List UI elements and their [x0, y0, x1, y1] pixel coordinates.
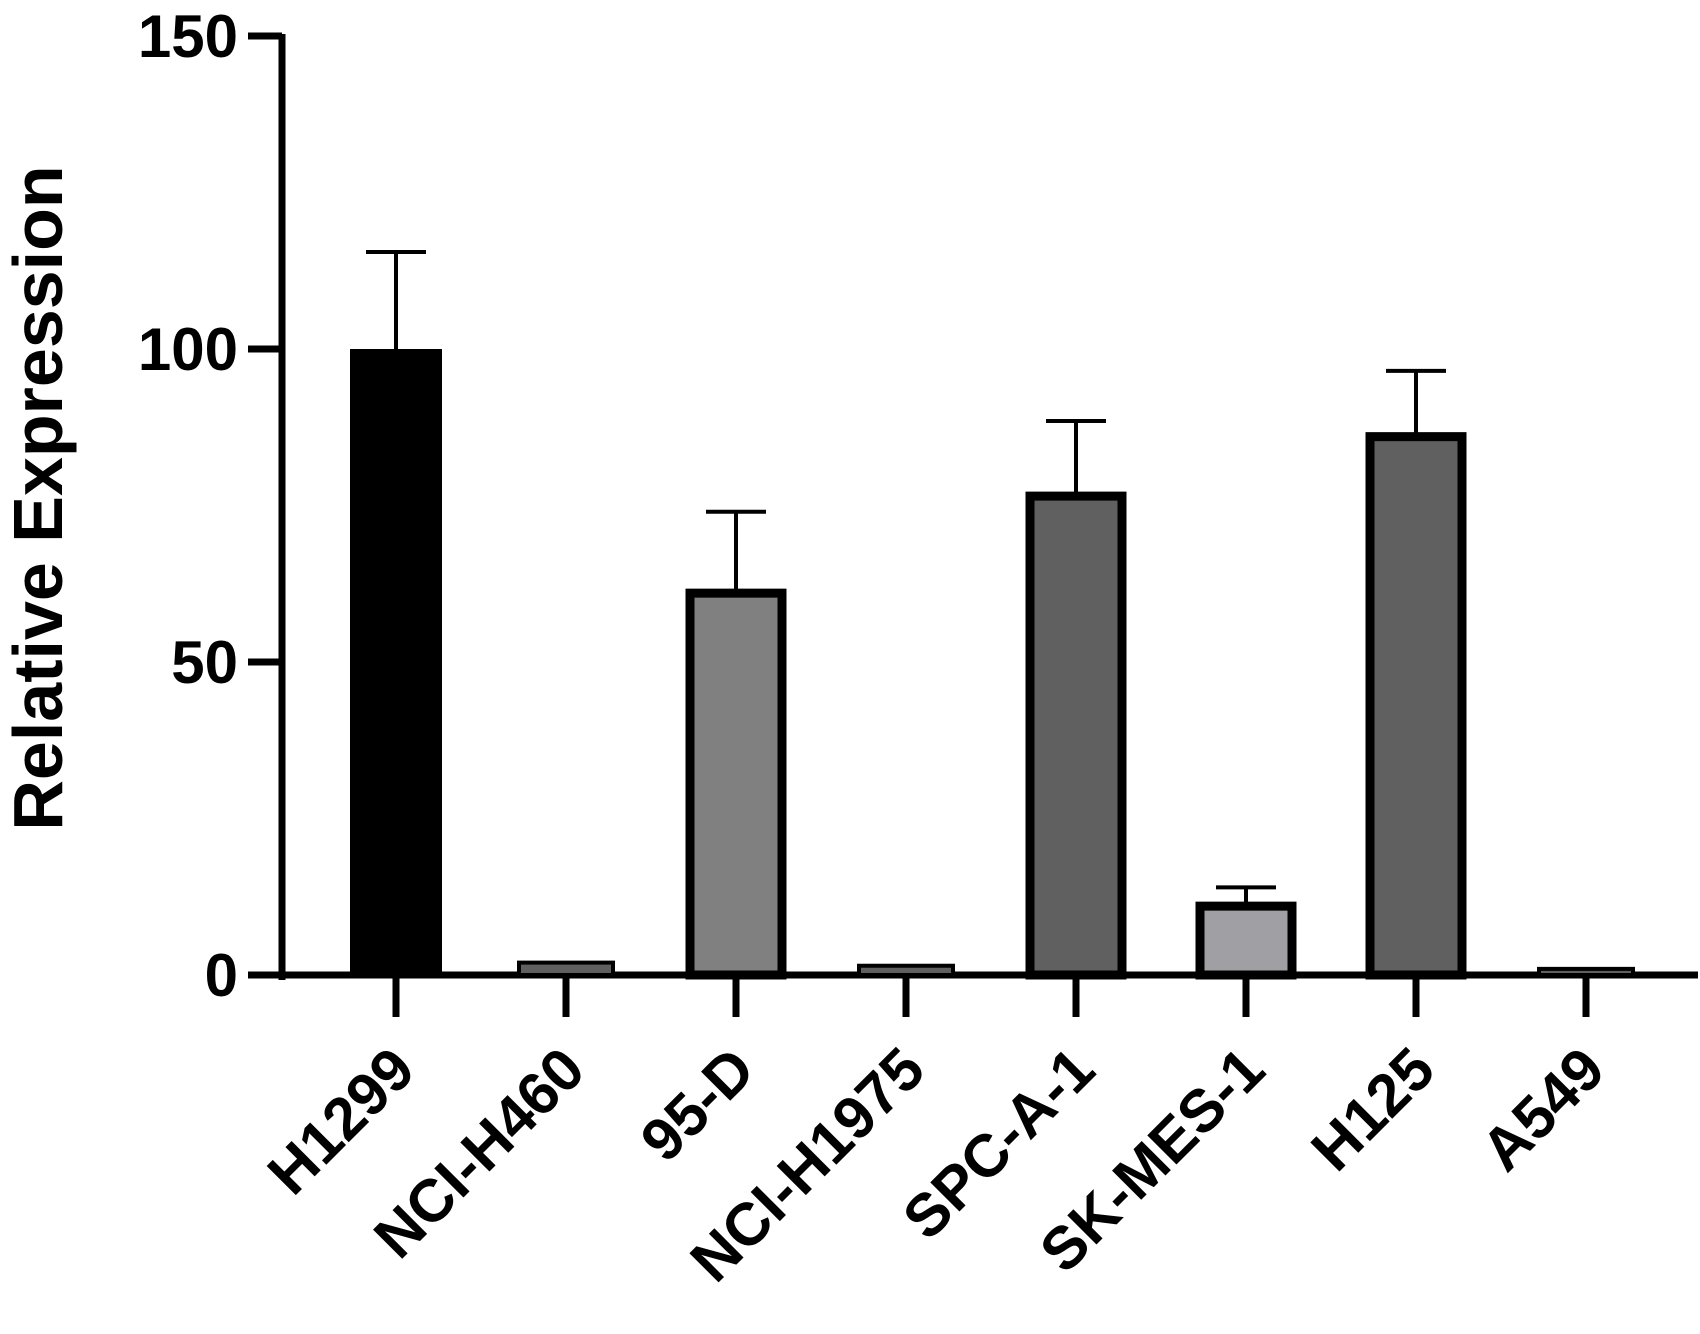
x-tick-label-H1299: H1299: [255, 1035, 427, 1207]
x-tick-label-95-D: 95-D: [628, 1035, 767, 1174]
y-axis-title: Relative Expression: [0, 165, 77, 830]
bar-H125: [1365, 432, 1467, 980]
bar-95-D: [685, 588, 787, 980]
bar-SK-MES-1: [1195, 901, 1297, 980]
axes: [248, 32, 1698, 1017]
bar-NCI-H1975: [857, 963, 955, 977]
bars: [350, 249, 1635, 980]
y-tick-label: 150: [138, 3, 238, 70]
y-tick-label: 100: [138, 316, 238, 383]
y-tick-label: 50: [171, 629, 238, 696]
bar-SPC-A-1: [1025, 491, 1127, 980]
x-tick-label-H125: H125: [1298, 1035, 1447, 1184]
bar-NCI-H460: [517, 960, 615, 977]
bar-A549: [1537, 966, 1635, 977]
x-tick-label-A549: A549: [1468, 1035, 1617, 1184]
y-tick-label: 0: [205, 942, 238, 1009]
bar-fill: [350, 349, 442, 975]
